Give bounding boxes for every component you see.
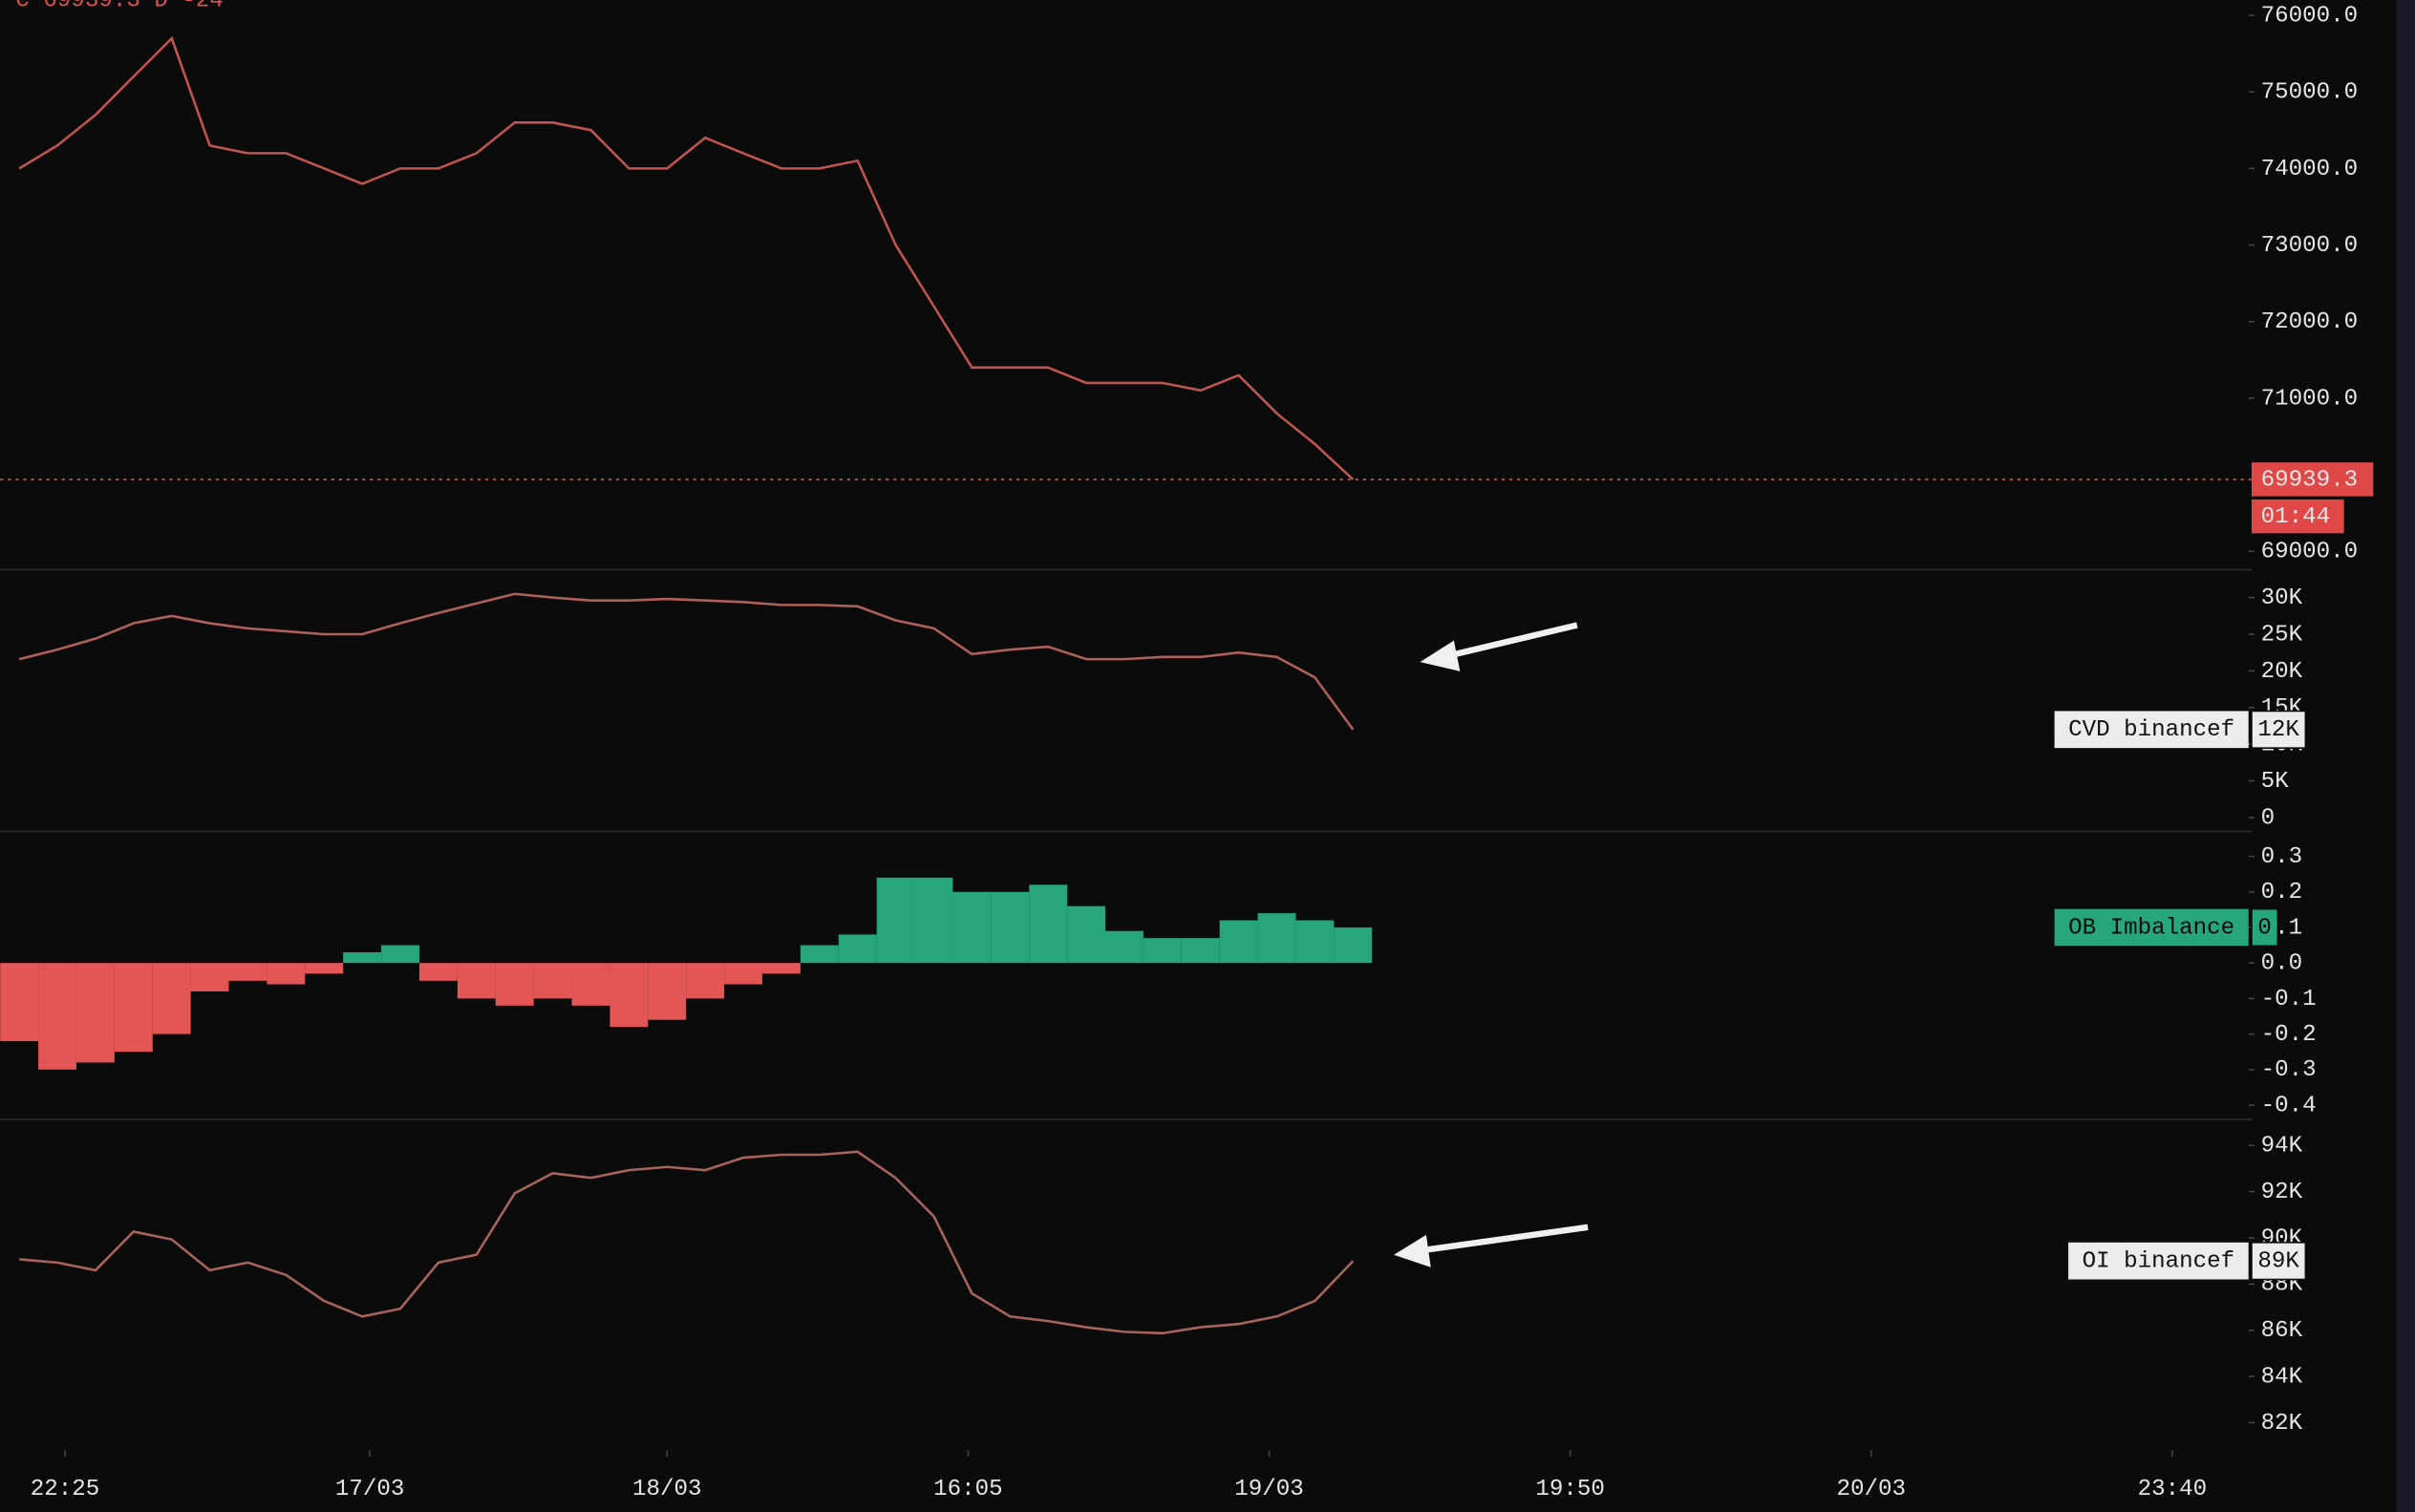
bar [571,963,610,1006]
last-price-box [2251,462,2374,497]
y-tick-label: 20K [2261,659,2303,685]
y-tick-label: 76000.0 [2261,3,2359,29]
y-tick-label: -0.3 [2261,1057,2317,1083]
y-tick-label: 0.2 [2261,880,2303,905]
bar [152,963,191,1034]
y-tick-label: 73000.0 [2261,233,2359,259]
bar [761,963,801,974]
bar [343,952,382,964]
bar [1143,938,1182,964]
bar [800,945,839,964]
value-label: 0 [2257,915,2272,941]
bar [1295,920,1335,964]
annotation-arrow [1394,1224,1589,1267]
value-label-box [2251,907,2279,948]
y-tick-label: 71000.0 [2261,386,2359,412]
y-tick-label: -0.4 [2261,1093,2317,1118]
x-tick-label: 17/03 [335,1477,405,1502]
y-tick-label: 84K [2261,1364,2303,1390]
y-tick-label: 86K [2261,1318,2303,1344]
series-name-box [2054,908,2249,947]
bar [991,891,1030,964]
bar [1257,913,1296,964]
y-tick-label: 25K [2261,622,2303,648]
series-line [18,592,1355,731]
x-tick-label: 16:05 [933,1477,1003,1502]
y-tick-label: 82K [2261,1411,2303,1437]
value-label-box [2251,1242,2307,1281]
bar [1105,930,1143,964]
bar [686,963,725,999]
bar [228,963,267,981]
bar [0,963,39,1042]
value-label: 12K [2257,717,2299,743]
value-label-box [2251,710,2307,749]
bar [190,963,229,991]
y-tick-label: 30K [2261,586,2303,611]
series-line [18,35,1355,480]
bar [609,963,649,1028]
annotation-arrow [1420,622,1578,671]
y-tick-label: 0.3 [2261,844,2303,870]
y-tick-label: 75000.0 [2261,80,2359,106]
y-tick-label: 92K [2261,1180,2303,1205]
bar [75,963,115,1063]
bar [533,963,572,999]
y-tick-label: 5K [2261,769,2290,795]
ohlc-readout: C 69939.3 D -24 [15,0,224,13]
series-name-box [2054,711,2249,749]
bar [724,963,762,985]
x-tick-label: 20/03 [1837,1477,1907,1502]
y-tick-label: 0 [2261,805,2276,831]
bar [267,963,306,985]
bar [1219,920,1258,964]
x-tick-label: 18/03 [632,1477,702,1502]
x-tick-label: 19:50 [1535,1477,1605,1502]
x-tick-label: 19/03 [1234,1477,1304,1502]
bar [114,963,153,1053]
series-name: OB Imbalance [2068,915,2234,941]
y-tick-label: 0.0 [2261,951,2303,977]
bar [418,963,458,981]
bar [876,877,915,964]
bar [381,945,419,964]
y-tick-label: -0.2 [2261,1022,2317,1048]
bar [1067,905,1106,964]
series-name-box [2068,1242,2249,1280]
y-tick-label: 69000.0 [2261,540,2359,565]
bar [952,891,992,964]
bar [495,963,534,1006]
bar [38,963,76,1070]
countdown-label: 01:44 [2261,504,2331,530]
x-tick-label: 23:40 [2138,1477,2208,1502]
bar [648,963,687,1020]
y-tick-label: 72000.0 [2261,309,2359,335]
series-name: CVD binancef [2068,717,2234,743]
bar [1181,938,1220,964]
bar [1029,884,1068,964]
bar [305,963,344,974]
bar [1334,926,1373,964]
series-line [19,1150,1355,1335]
last-price-label: 69939.3 [2261,467,2359,493]
bar [457,963,496,999]
y-tick-label: -0.1 [2261,987,2317,1012]
bar [914,877,953,964]
series-name: OI binancef [2083,1249,2235,1275]
x-tick-label: 22:25 [31,1477,100,1502]
value-label: 89K [2257,1249,2299,1275]
y-tick-label: 94K [2261,1134,2303,1160]
y-tick-label: 74000.0 [2261,157,2359,182]
bar [838,934,877,964]
countdown-box [2251,499,2344,534]
scrollbar-strip [2396,0,2415,1512]
